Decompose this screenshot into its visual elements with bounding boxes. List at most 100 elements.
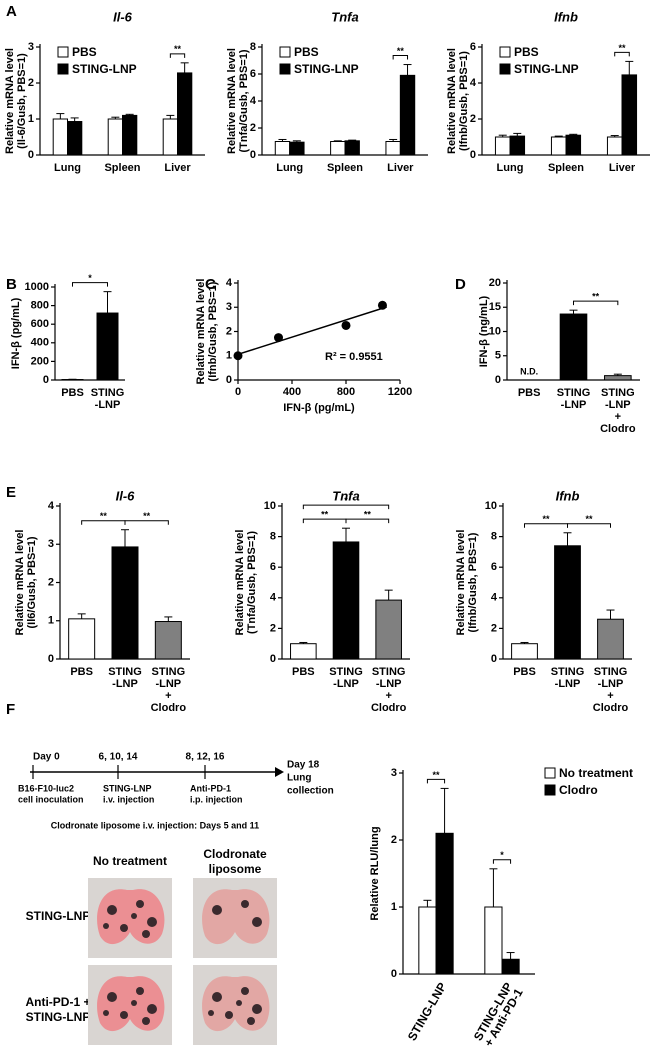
significance-bracket <box>72 282 108 287</box>
point <box>377 300 387 310</box>
x-tick-label: + <box>615 411 621 423</box>
y-axis-label: Relative mRNA level <box>446 48 458 154</box>
x-tick-label: -LNP <box>605 399 631 411</box>
panel-letter: C <box>205 276 216 293</box>
y-tick-label: 15 <box>489 301 501 313</box>
panel-letter: A <box>6 3 17 20</box>
significance-label: * <box>88 273 92 283</box>
y-tick-label: 5 <box>495 350 501 362</box>
y-axis-label: Relative mRNA level <box>234 530 246 636</box>
point <box>233 351 243 361</box>
y-axis-label: IFN-β (ng/mL) <box>478 295 490 367</box>
significance-label: ** <box>321 510 329 520</box>
x-tick-label: + <box>607 690 613 702</box>
bar <box>290 643 317 660</box>
y-tick-label: 10 <box>264 500 276 512</box>
y-tick-label: 0 <box>495 374 501 386</box>
tumor-spot <box>147 1004 157 1014</box>
x-tick-label: STING <box>108 666 142 678</box>
y-tick-label: 0 <box>491 653 497 665</box>
x-tick-label: 400 <box>283 386 301 398</box>
bar <box>501 958 520 975</box>
y-tick-label: 1 <box>48 615 54 627</box>
y-tick-label: 3 <box>226 301 232 313</box>
chart-title: Tnfa <box>332 488 359 503</box>
point <box>341 320 351 330</box>
significance-bracket <box>302 518 347 524</box>
legend-swatch <box>279 63 291 75</box>
timeline-arrow <box>275 767 284 777</box>
x-tick-label: STING <box>152 666 186 678</box>
y-tick-label: 6 <box>470 41 476 53</box>
legend-label: PBS <box>514 45 539 59</box>
x-tick-label: PBS <box>61 387 84 399</box>
tumor-spot <box>241 900 249 908</box>
timeline-end: collection <box>287 786 334 797</box>
significance-label: ** <box>618 43 626 53</box>
y-axis-label: (Tnfa/Gusb, PBS=1) <box>246 531 258 634</box>
x-tick-label: 0 <box>235 386 241 398</box>
point <box>274 333 283 343</box>
timeline-end: Day 18 <box>287 760 320 771</box>
x-tick-label: Lung <box>54 162 81 174</box>
y-tick-label: 2 <box>470 113 476 125</box>
chart-title: Il-6 <box>116 488 136 503</box>
timeline-top: Day 0 <box>33 752 60 763</box>
timeline-note: Clodronate liposome i.v. injection: Days… <box>51 820 259 830</box>
tumor-spot <box>136 900 144 908</box>
x-tick-label: STING <box>557 387 591 399</box>
y-tick-label: 0 <box>470 149 476 161</box>
tumor-spot <box>107 992 117 1002</box>
legend-swatch <box>279 46 291 58</box>
panel-letter: D <box>455 276 466 293</box>
y-tick-label: 800 <box>31 300 49 312</box>
significance-bracket <box>124 520 169 525</box>
y-tick-label: 8 <box>250 41 256 53</box>
x-tick-label: 1200 <box>388 386 412 398</box>
x-tick-label: PBS <box>513 666 536 678</box>
bar <box>274 141 291 156</box>
bar <box>418 906 437 975</box>
significance-bracket <box>573 300 619 306</box>
legend-swatch <box>57 63 69 75</box>
significance-label: ** <box>100 511 108 521</box>
significance-bracket <box>392 55 409 60</box>
y-tick-label: 4 <box>250 95 257 107</box>
y-tick-label: 4 <box>226 277 233 289</box>
x-tick-label: Spleen <box>104 162 140 174</box>
timeline-bottom: Anti-PD-1 <box>190 783 231 793</box>
y-tick-label: 200 <box>31 355 49 367</box>
legend-label: STING-LNP <box>514 62 579 76</box>
bar <box>484 906 503 975</box>
y-axis-label: (Il-6/Gusb, PBS=1) <box>16 53 28 149</box>
x-tick-label: Liver <box>387 162 414 174</box>
x-tick-label: STING <box>601 387 635 399</box>
timeline-end: Lung <box>287 773 311 784</box>
x-tick-label: + <box>385 690 391 702</box>
bar <box>399 74 416 156</box>
y-tick-label: 4 <box>48 500 55 512</box>
x-axis-label: IFN-β (pg/mL) <box>283 402 355 414</box>
photo-row-label: STING-LNP <box>26 1010 91 1024</box>
y-tick-label: 8 <box>491 531 497 543</box>
bar <box>289 141 305 156</box>
significance-bracket <box>426 778 446 784</box>
x-tick-label: -LNP <box>561 399 587 411</box>
y-tick-label: 2 <box>391 834 397 846</box>
x-tick-label: Liver <box>609 162 636 174</box>
x-tick-label: Spleen <box>327 162 363 174</box>
x-tick-label: STING <box>91 387 125 399</box>
tumor-spot <box>107 905 117 915</box>
significance-label: ** <box>174 44 182 54</box>
significance-bracket <box>169 53 186 58</box>
timeline-top: 6, 10, 14 <box>99 752 138 763</box>
trend-line <box>237 306 388 356</box>
significance-bracket <box>492 859 512 864</box>
y-tick-label: 2 <box>270 622 276 634</box>
y-axis-label: Relative mRNA level <box>195 279 207 385</box>
chart: Ifnb Relative mRNA level (Ifnb/Gusb, PBS=1… <box>446 9 650 174</box>
chart: Il-6 Relative mRNA level (Il6/Gusb, PBS=1)… <box>14 488 190 714</box>
y-tick-label: 10 <box>485 500 497 512</box>
bar <box>385 141 401 156</box>
legend-swatch <box>499 63 511 75</box>
